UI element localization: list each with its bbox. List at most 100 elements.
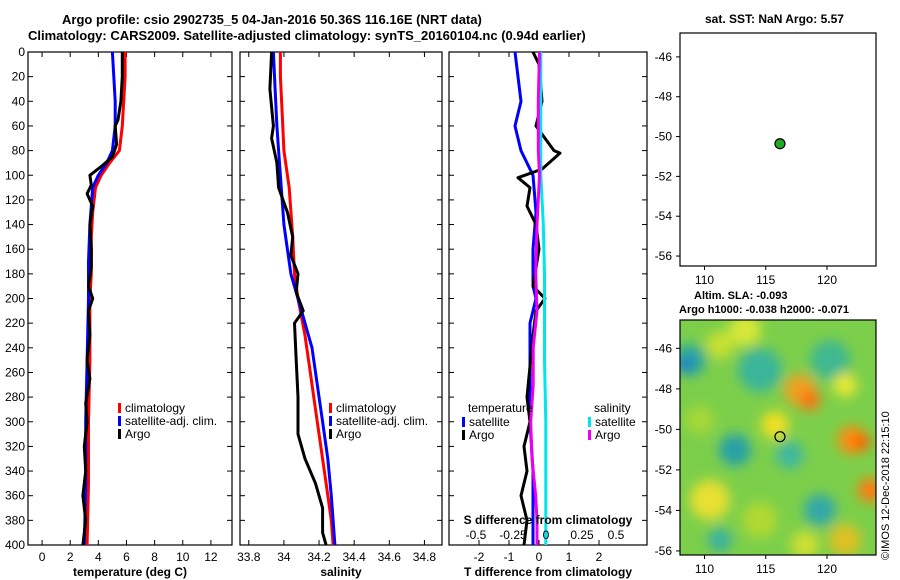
salinity-legend-swatch [329,416,332,426]
depth-tick-label: 300 [5,415,25,429]
salinity_panel-xlabel: salinity [320,565,362,579]
sla-map-patch [738,348,782,392]
depth-tick-label: 180 [5,267,25,281]
temperature-legend-label: climatology [125,401,185,415]
diff-temp-legend-swatch [462,417,465,427]
series-line-salinity-satellite [539,52,548,545]
depth-tick-label: 280 [5,390,25,404]
temperature_panel-xlabel: temperature (deg C) [73,565,187,579]
salinity_panel-frame [239,51,443,546]
x-tick-label: 0 [39,550,46,564]
sla-map-patch [708,528,732,552]
depth-tick-label: 140 [5,218,25,232]
sla-map-patch [791,531,819,555]
sst-map-argo-point [774,138,786,150]
sst-map-y-tick-label: -54 [655,209,673,223]
sst-map-y-tick-label: -56 [655,249,673,263]
sla-map-patch [833,373,857,397]
sst-map-frame [679,32,877,267]
sla-map-title-2: Argo h1000: -0.038 h2000: -0.071 [679,304,849,316]
sla-map-patch [706,331,734,359]
diff-sal-legend-swatch [588,417,591,427]
depth-tick-label: 380 [5,513,25,527]
depth-tick-label: 160 [5,242,25,256]
temperature-legend-swatch [118,429,121,439]
sla-map-patch [686,406,714,434]
sla-map-frame [679,319,877,556]
depth-tick-label: 0 [18,45,25,59]
sla-map-y-tick-label: -54 [655,503,673,517]
x-tick-label: 8 [151,550,158,564]
sst-map-y-tick-label: -48 [655,90,673,104]
difference_panel-xlabel: T difference from climatology [464,565,632,579]
x-tick-label: 4 [95,550,102,564]
sst-map-x-tick-label: 110 [695,273,714,287]
diff-legend-right-title: salinity [594,401,631,415]
difference_panel-frame [448,51,648,546]
depth-tick-label: 120 [5,193,25,207]
header-line-1: Argo profile: csio 2902735_5 04-Jan-2016… [62,12,482,27]
depth-tick-label: 400 [5,538,25,552]
x-tick-label: 34 [277,550,291,564]
diff-s-tick-label: -0.25 [499,528,527,542]
depth-tick-label: 80 [12,144,26,158]
sla-map-patch [742,502,778,538]
x-tick-label: 34.2 [307,550,331,564]
diff-legend-left-title: temperature [468,401,533,415]
sla-map-x-tick-label: 115 [756,562,775,576]
sst-map-y-tick-label: -52 [655,169,673,183]
x-tick-label: 12 [204,550,218,564]
sst-map-x-tick-label: 115 [756,273,775,287]
x-tick-label: 1 [566,550,573,564]
series-line-salinity-argo [529,51,541,545]
series-line-temperature-satellite [513,51,538,545]
depth-tick-label: 220 [5,316,25,330]
salinity-legend-label: climatology [336,401,396,415]
series-line-argo [268,51,328,546]
diff-temp-legend-label: satellite [469,415,510,429]
header-line-2: Climatology: CARS2009. Satellite-adjuste… [28,28,586,43]
sla-map-patch [854,434,870,450]
diff-s-tick-label: -0.5 [466,528,487,542]
sst-map-y-tick-label: -50 [655,130,673,144]
sla-map-patch [810,340,850,380]
diff-temp-legend-swatch [462,430,465,440]
depth-tick-label: 60 [12,119,26,133]
diff-temp-legend-label: Argo [469,428,495,442]
x-tick-label: 2 [596,550,603,564]
sla-map-patch [719,434,751,466]
salinity-legend-label: satellite-adj. clim. [336,414,428,428]
salinity-legend-label: Argo [336,427,362,441]
temperature-legend-swatch [118,416,121,426]
sla-map-patch [776,441,804,469]
sla-map-title-1: Altim. SLA: -0.093 [694,290,788,302]
diff-s-axis-label: S difference from climatology [464,513,633,527]
diff-s-tick-label: 0.5 [608,528,625,542]
depth-tick-label: 260 [5,365,25,379]
sst-map-x-tick-label: 120 [817,273,837,287]
sla-map-argo-point [774,431,786,443]
sla-map-x-tick-label: 110 [695,562,714,576]
diff-sal-legend-label: Argo [595,428,621,442]
depth-tick-label: 40 [12,94,26,108]
temperature-legend-swatch [118,403,121,413]
sst-map-y-tick-label: -46 [655,50,673,64]
x-tick-label: 0 [536,550,543,564]
x-tick-label: 33.8 [237,550,261,564]
sla-map-patch [800,390,820,410]
depth-tick-label: 320 [5,439,25,453]
depth-tick-label: 360 [5,489,25,503]
temperature_panel-frame [27,51,233,546]
x-tick-label: 6 [123,550,130,564]
depth-tick-label: 100 [5,168,25,182]
diff-s-tick-label: 0.25 [570,528,594,542]
diff-sal-legend-swatch [588,430,591,440]
salinity-legend-swatch [329,429,332,439]
sla-map-patch [829,524,861,555]
x-tick-label: 10 [176,550,190,564]
depth-tick-label: 200 [5,292,25,306]
sla-map-patch [858,478,876,502]
x-tick-label: -2 [474,550,485,564]
series-line-climatology [278,52,335,546]
